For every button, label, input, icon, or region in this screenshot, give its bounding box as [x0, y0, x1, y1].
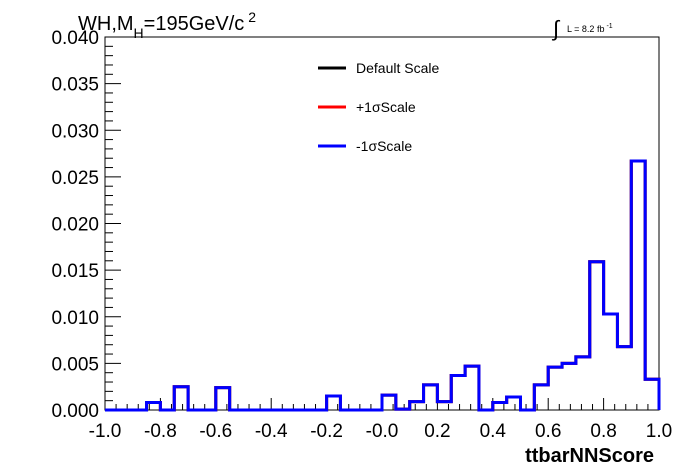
y-tick-label: 0.025 [51, 168, 99, 189]
legend-label: -1σScale [356, 138, 412, 154]
luminosity-label: L = 8.2 fb -1 [567, 23, 613, 34]
x-tick-label: -0.8 [144, 421, 177, 442]
x-tick-label: -0.0 [366, 421, 399, 442]
y-tick-label: 0.015 [51, 261, 99, 282]
integral-symbol: ∫ [551, 16, 561, 41]
chart-title: WH,MH=195GeV/c 2 [78, 9, 256, 41]
x-tick-label: -0.2 [310, 421, 343, 442]
x-tick-label: 0.4 [480, 421, 507, 442]
x-tick-label: -0.4 [255, 421, 288, 442]
x-tick-label: 0.2 [424, 421, 450, 442]
x-tick-label: 0.8 [590, 421, 616, 442]
legend-label: Default Scale [356, 60, 439, 76]
x-tick-label: -1.0 [89, 421, 122, 442]
x-tick-label: -0.6 [199, 421, 232, 442]
x-axis: -1.0 -0.8 -0.6 -0.4 -0.2 -0.0 0.2 0.4 0.6 0.8 1.0 [89, 398, 672, 442]
y-axis: 0.000 0.005 0.010 0.015 0.020 0.025 0.030 0.035… [51, 28, 121, 422]
series-group [105, 159, 661, 412]
y-tick-label: 0.000 [51, 401, 99, 422]
x-tick-label: 0.6 [535, 421, 561, 442]
legend: Default Scale +1σScale -1σScale [318, 60, 439, 154]
y-tick-label: 0.005 [51, 354, 99, 375]
y-tick-label: 0.040 [51, 28, 99, 49]
x-tick-label: 1.0 [646, 421, 672, 442]
y-tick-label: 0.030 [51, 121, 99, 142]
series-line--1-scale [105, 159, 661, 412]
y-tick-label: 0.010 [51, 308, 99, 329]
legend-label: +1σScale [356, 99, 416, 115]
x-axis-label: ttbarNNScore [525, 445, 654, 467]
y-tick-label: 0.020 [51, 215, 99, 236]
y-tick-label: 0.035 [51, 75, 99, 96]
